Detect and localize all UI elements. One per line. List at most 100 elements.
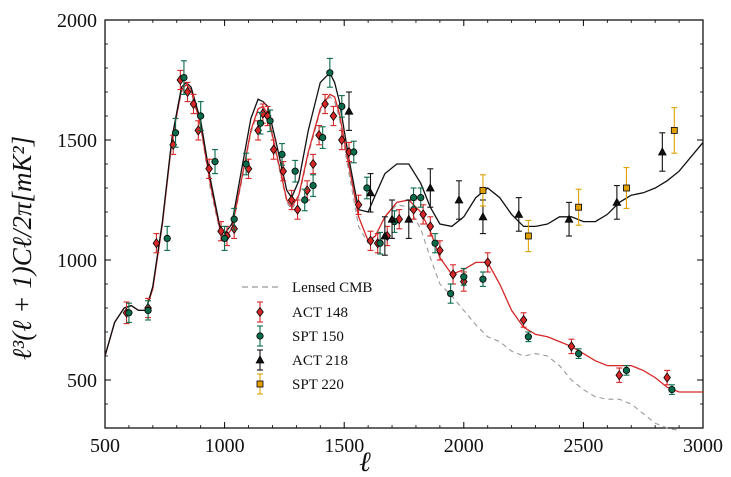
legend-item-spt-150: SPT 150 <box>256 325 344 347</box>
data-point <box>524 232 532 240</box>
data-point <box>426 221 435 232</box>
legend: Lensed CMB ACT 148 SPT 150 ACT 218 SPT 2… <box>242 280 372 395</box>
plot-border <box>104 19 704 429</box>
data-point <box>447 289 455 298</box>
data-point <box>319 134 327 142</box>
series-spt-150 <box>125 57 676 395</box>
data-point <box>483 257 492 268</box>
data-point <box>266 117 274 125</box>
data-point <box>321 98 329 110</box>
x-tick-label: 1000 <box>205 435 245 457</box>
legend-marker <box>256 306 264 318</box>
data-point <box>380 231 390 240</box>
data-point <box>309 182 317 190</box>
data-point <box>230 215 238 223</box>
legend-item-act-148: ACT 148 <box>256 301 348 323</box>
data-point <box>329 110 338 122</box>
data-point <box>197 112 205 120</box>
data-point <box>354 199 363 210</box>
data-point <box>125 309 133 317</box>
data-point <box>479 186 487 194</box>
data-point <box>449 269 457 280</box>
data-point <box>350 148 358 156</box>
legend-item-lensed-cmb: Lensed CMB <box>242 280 372 296</box>
legend-act148-marker <box>256 301 264 323</box>
data-point <box>278 150 286 158</box>
legend-item-spt-220: SPT 220 <box>256 373 344 395</box>
data-point <box>524 333 532 341</box>
x-tick-label: 2000 <box>444 435 484 457</box>
legend-marker <box>256 380 264 388</box>
data-points <box>122 57 678 395</box>
series-spt-220 <box>479 107 678 253</box>
legend-act218-marker <box>255 349 265 371</box>
data-point <box>519 314 528 326</box>
data-point <box>670 127 678 134</box>
data-point <box>436 245 444 256</box>
data-point <box>338 102 346 111</box>
data-point <box>419 209 427 220</box>
data-point <box>387 214 397 223</box>
legend-marker <box>255 355 265 364</box>
data-point <box>622 366 631 374</box>
y-tick-label: 500 <box>67 370 97 392</box>
legend-lensed-label: Lensed CMB <box>292 280 372 296</box>
data-point <box>242 160 250 168</box>
data-point <box>409 194 418 202</box>
data-point <box>189 98 198 110</box>
y-axis-ticks: 500 1000 1500 2000 <box>57 10 703 405</box>
legend-act148-label: ACT 148 <box>292 305 348 321</box>
data-point <box>171 129 180 137</box>
x-tick-label: 1500 <box>324 435 364 457</box>
data-point <box>211 158 219 166</box>
data-point <box>425 183 435 192</box>
data-point <box>575 203 583 211</box>
data-point <box>279 166 288 177</box>
data-point <box>291 167 299 175</box>
plot-frame <box>104 19 704 429</box>
data-point <box>205 163 213 174</box>
y-axis-title: ℓ³(ℓ + 1)Cℓ/2π[mK²] <box>7 136 37 360</box>
data-point <box>338 134 346 146</box>
model-curve-0 <box>104 86 680 431</box>
data-point <box>269 144 278 155</box>
data-point <box>183 86 192 98</box>
data-point <box>454 195 464 204</box>
data-point <box>293 204 302 215</box>
data-point <box>417 194 425 202</box>
data-point <box>366 187 375 197</box>
data-point <box>309 158 317 170</box>
data-point <box>564 214 574 223</box>
x-tick-label: 2500 <box>563 435 603 457</box>
data-point <box>326 69 334 77</box>
y-tick-label: 1000 <box>57 250 97 272</box>
data-point <box>152 238 161 249</box>
data-point <box>163 234 171 242</box>
data-point <box>460 273 468 281</box>
y-tick-label: 2000 <box>57 10 97 32</box>
data-point <box>221 234 229 242</box>
data-point <box>217 226 225 237</box>
data-point <box>575 349 583 358</box>
data-point <box>657 147 667 156</box>
legend-spt150-label: SPT 150 <box>292 329 344 345</box>
legend-spt220-label: SPT 220 <box>292 377 344 393</box>
data-point <box>404 214 414 223</box>
data-point <box>180 74 188 82</box>
data-point <box>623 184 630 192</box>
data-point <box>363 184 371 192</box>
y-tick-label: 1500 <box>57 130 97 152</box>
data-point <box>615 370 624 381</box>
x-axis-ticks: 500 1000 1500 2000 2500 3000 <box>90 20 723 457</box>
data-point <box>366 235 375 246</box>
data-point <box>663 372 671 383</box>
data-point <box>567 341 576 352</box>
data-point <box>301 196 309 204</box>
data-point <box>431 239 439 247</box>
x-axis-title: ℓ <box>359 447 371 477</box>
data-point <box>612 197 622 206</box>
data-point <box>668 385 676 394</box>
data-point <box>144 306 152 314</box>
legend-spt150-marker <box>256 325 264 347</box>
